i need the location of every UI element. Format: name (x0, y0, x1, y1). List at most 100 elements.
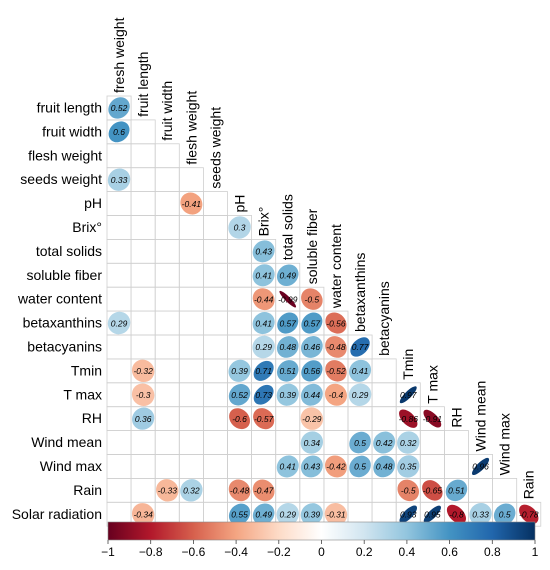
grid-cell (106, 215, 132, 240)
grid-cell (154, 262, 180, 288)
correlation-ellipse (325, 312, 347, 334)
correlation-ellipse (276, 264, 299, 287)
correlation-value: 0.33 (472, 509, 489, 519)
correlation-value: -0.4 (329, 390, 344, 400)
color-legend: −1 −0.8 −0.6 −0.4 −0.2 0 0.2 0.4 0.6 0.8 1 (101, 521, 539, 559)
correlation-ellipse (132, 407, 155, 430)
correlation-value: 0.73 (255, 390, 272, 400)
grid-cell (106, 382, 132, 408)
grid-cell (154, 406, 180, 432)
grid-cell (275, 406, 301, 432)
correlation-ellipse (229, 408, 250, 430)
grid-cell (202, 477, 228, 503)
grid-cell (227, 238, 253, 264)
grid-cell (106, 477, 132, 503)
grid-cell (323, 477, 349, 503)
correlation-ellipse (300, 455, 323, 478)
correlation-value: 0.56 (304, 366, 321, 376)
grid-cell (130, 143, 156, 169)
correlation-value: 0.41 (255, 318, 272, 328)
grid-cell (178, 310, 204, 336)
grid-cell (154, 334, 180, 360)
correlation-value: 0.33 (111, 175, 128, 185)
correlation-value: 0.44 (304, 390, 321, 400)
correlation-value: 0.29 (111, 318, 128, 328)
correlation-value: -0.91 (423, 414, 443, 424)
correlation-value: 0.57 (279, 318, 296, 328)
correlation-value: 0.32 (400, 438, 417, 448)
grid-cell (251, 454, 277, 479)
grid-cell (130, 310, 156, 336)
grid-cell (202, 334, 228, 360)
correlation-ellipse (301, 312, 323, 334)
correlation-value: -0.52 (326, 366, 346, 376)
correlation-value: 0.34 (304, 438, 321, 448)
row-label-fruit-length: fruit length (37, 99, 102, 115)
correlation-value: 0.97 (400, 390, 417, 400)
correlation-ellipse (107, 311, 131, 335)
grid-cell (106, 286, 132, 312)
correlation-value: 0.77 (352, 342, 369, 352)
grid-cell (154, 215, 180, 240)
correlation-ellipse (325, 360, 347, 382)
color-bar-tick-label: −0.2 (267, 545, 291, 559)
grid-cell (371, 406, 397, 432)
correlation-value: 0.41 (352, 366, 369, 376)
grid-cell (178, 262, 204, 288)
row-label-water-content: water content (17, 291, 102, 307)
correlation-ellipse (300, 383, 323, 406)
correlation-value: 0.5 (499, 509, 511, 519)
correlation-value: -0.57 (254, 414, 274, 424)
row-label-ph: pH (84, 195, 102, 211)
correlation-value: -0.8 (449, 509, 464, 519)
correlation-ellipse (397, 479, 420, 502)
correlation-value: 0.29 (255, 342, 272, 352)
color-bar-tick-label: −1 (101, 545, 115, 559)
grid-cell (227, 334, 253, 360)
grid-cell (130, 262, 156, 288)
row-label-flesh-weight: flesh weight (28, 147, 102, 163)
color-bar-tick-label: −0.8 (139, 545, 163, 559)
grid-cell (347, 406, 373, 432)
correlation-value: -0.32 (133, 366, 153, 376)
grid-cell (371, 382, 397, 408)
correlation-ellipse (228, 479, 251, 502)
correlation-value: 0.51 (448, 486, 465, 496)
correlation-value: -0.48 (326, 342, 346, 352)
grid-cell (130, 334, 156, 360)
correlation-ellipse (471, 457, 490, 476)
correlation-ellipse (131, 503, 155, 526)
grid-cell (178, 215, 204, 240)
correlation-value: 0.3 (234, 223, 246, 233)
grid-cell (130, 286, 156, 312)
correlation-value: 0.48 (376, 462, 393, 472)
row-label-solar-radiation: Solar radiation (12, 506, 102, 522)
correlation-value: 0.57 (304, 318, 321, 328)
correlation-value: 0.36 (135, 414, 152, 424)
correlation-value: 0.46 (304, 342, 321, 352)
correlation-ellipse (301, 288, 323, 310)
column-label-betacyanins: betacyanins (376, 281, 392, 356)
grid-cell (178, 286, 204, 312)
correlation-value: -0.6 (232, 414, 247, 424)
grid-cell (154, 310, 180, 336)
correlation-ellipse (228, 503, 251, 525)
correlation-ellipse (519, 504, 539, 524)
grid-cell (323, 430, 349, 455)
row-label-brix: Brix° (72, 219, 102, 235)
correlation-value: 0.55 (231, 509, 248, 519)
correlation-cells: 0.52 0.6 0.33 -0.41 0.3 0.43 0.41 0.49 -0.44 -0.9… (107, 97, 539, 526)
grid-cell (202, 454, 228, 479)
correlation-ellipse (349, 431, 371, 454)
color-bar-tick-label: −0.4 (224, 545, 248, 559)
correlation-ellipse (493, 503, 516, 526)
grid-cell (178, 358, 204, 384)
correlation-ellipse (108, 97, 130, 119)
row-label-wind-max: Wind max (40, 458, 102, 474)
grid-cell (130, 191, 156, 216)
correlation-value: -0.48 (230, 486, 250, 496)
grid-cell (106, 358, 132, 384)
grid-cell (443, 430, 469, 455)
correlation-ellipse (445, 479, 468, 502)
grid-cell (202, 382, 228, 408)
